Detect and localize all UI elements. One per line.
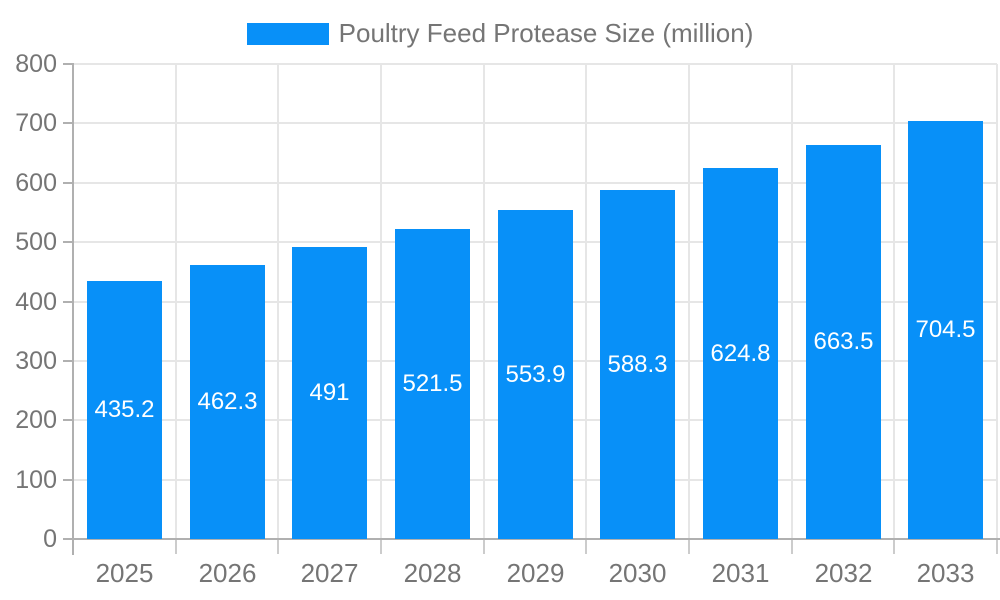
y-tick (63, 63, 73, 65)
x-axis-label: 2031 (711, 558, 770, 588)
bar-value-label: 521.5 (402, 370, 463, 397)
x-axis-label: 2032 (814, 558, 873, 588)
bar-value-label: 491 (309, 379, 350, 406)
x-gridline (791, 64, 793, 539)
x-tick (688, 539, 690, 554)
x-tick (277, 539, 279, 554)
x-axis-label: 2028 (403, 558, 462, 588)
y-gridline (73, 63, 997, 65)
y-tick (63, 182, 73, 184)
legend[interactable]: Poultry Feed Protease Size (million) (0, 18, 1000, 49)
x-tick (380, 539, 382, 554)
y-tick (63, 360, 73, 362)
y-axis-line (72, 63, 74, 555)
bar-value-label: 588.3 (607, 350, 668, 378)
x-gridline (893, 64, 895, 539)
y-axis-label: 600 (15, 169, 57, 197)
x-tick (585, 539, 587, 554)
x-gridline (688, 64, 690, 539)
y-tick (63, 122, 73, 124)
bar-value-label: 553.9 (505, 360, 566, 388)
y-gridline (73, 122, 997, 124)
bar: 491 (292, 247, 367, 539)
y-axis-label: 0 (43, 525, 57, 553)
bar: 521.5 (395, 229, 470, 539)
bar-value-label: 663.5 (813, 328, 874, 355)
y-axis-label: 700 (15, 109, 57, 137)
bar-value-label: 435.2 (94, 396, 155, 423)
bar-value-label: 462.3 (197, 388, 258, 415)
x-gridline (483, 64, 485, 539)
y-tick (63, 301, 73, 303)
x-axis-label: 2026 (198, 558, 257, 588)
x-tick (893, 539, 895, 554)
x-axis-label: 2033 (916, 558, 975, 588)
x-gridline (585, 64, 587, 539)
x-gridline (175, 64, 177, 539)
y-tick (63, 419, 73, 421)
x-axis-label: 2027 (300, 558, 359, 588)
bar: 462.3 (190, 265, 265, 539)
y-tick (63, 538, 73, 540)
y-tick (63, 241, 73, 243)
y-axis-label: 100 (15, 466, 57, 494)
y-axis-label: 400 (15, 288, 57, 316)
x-tick (483, 539, 485, 554)
y-gridline (73, 182, 997, 184)
x-gridline (996, 64, 998, 539)
x-tick (175, 539, 177, 554)
bar-value-label: 624.8 (710, 339, 771, 367)
x-axis-label: 2030 (608, 558, 667, 588)
bar-value-label: 704.5 (915, 316, 976, 343)
y-axis-label: 800 (15, 50, 57, 78)
y-tick (63, 479, 73, 481)
x-gridline (277, 64, 279, 539)
x-axis-line (72, 538, 1000, 540)
y-axis-label: 500 (15, 228, 57, 256)
legend-swatch (246, 22, 329, 45)
x-gridline (380, 64, 382, 539)
x-tick (996, 539, 998, 554)
bar: 704.5 (908, 121, 983, 539)
x-axis-label: 2025 (95, 558, 154, 588)
y-axis-label: 300 (15, 347, 57, 375)
x-axis-label: 2029 (506, 558, 565, 588)
bar: 435.2 (87, 281, 162, 539)
x-tick (791, 539, 793, 554)
bar: 588.3 (600, 190, 675, 539)
bar: 553.9 (498, 210, 573, 539)
legend-label: Poultry Feed Protease Size (million) (338, 18, 754, 48)
y-axis-label: 200 (15, 406, 57, 434)
bar: 663.5 (806, 145, 881, 539)
bar: 624.8 (703, 168, 778, 539)
